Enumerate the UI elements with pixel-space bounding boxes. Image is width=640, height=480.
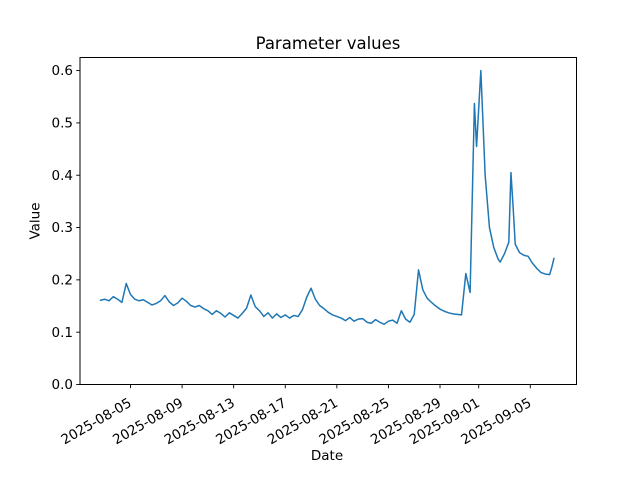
- y-tick-label: 0.2: [52, 272, 73, 288]
- axes-frame: [79, 57, 577, 385]
- data-series-group: [99, 69, 555, 326]
- y-tick-label: 0.3: [52, 220, 73, 236]
- y-tick-label: 0.5: [52, 116, 73, 132]
- data-series-line: [99, 69, 555, 326]
- y-axis-ticks: 0.0 0.1 0.2 0.3 0.4 0.5 0.6: [52, 63, 80, 393]
- y-axis-label: Value: [28, 202, 44, 239]
- x-axis-label: Date: [311, 448, 343, 464]
- y-tick-label: 0.0: [52, 377, 73, 393]
- y-tick-label: 0.6: [52, 63, 73, 79]
- x-axis-ticks: 2025-08-052025-08-092025-08-132025-08-17…: [59, 384, 534, 448]
- y-tick-label: 0.1: [52, 325, 73, 341]
- plot-area: [80, 57, 577, 385]
- y-tick-label: 0.4: [52, 168, 73, 184]
- chart-title: Parameter values: [256, 34, 401, 53]
